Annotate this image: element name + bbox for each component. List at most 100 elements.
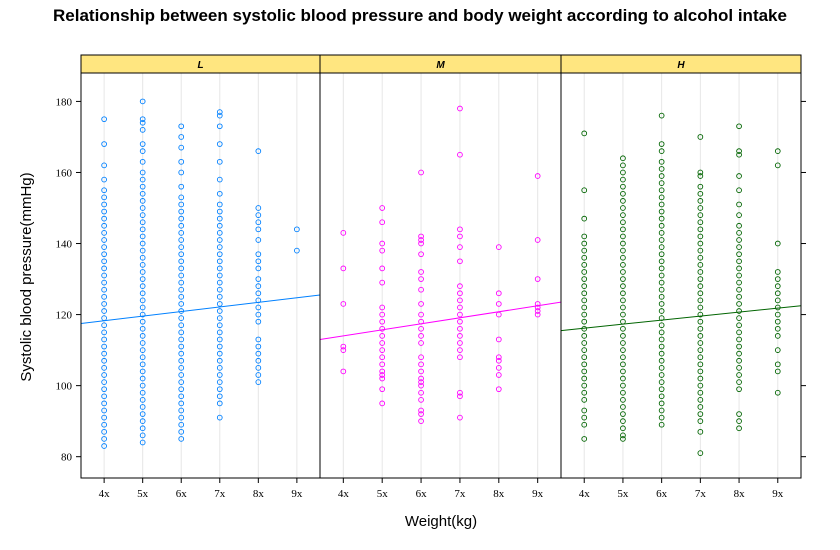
point-L-6x: [178, 400, 185, 407]
point-M-8x: [495, 357, 502, 364]
point-H-7x: [697, 261, 704, 268]
point-H-9x: [774, 325, 781, 332]
point-H-4x: [581, 276, 588, 282]
point-H-4x: [581, 368, 588, 375]
point-M-8x: [495, 354, 502, 361]
point-H-5x: [620, 261, 626, 268]
point-H-6x: [658, 386, 665, 393]
point-H-4x: [581, 318, 588, 325]
point-H-9x: [774, 333, 781, 339]
point-L-4x: [101, 258, 107, 265]
point-M-7x: [457, 244, 463, 250]
point-L-4x: [101, 428, 107, 435]
point-L-4x: [101, 116, 107, 123]
point-L-6x: [178, 365, 185, 371]
point-L-6x: [178, 421, 185, 428]
point-H-5x: [620, 183, 626, 190]
x-axis-title: Weight(kg): [405, 513, 477, 530]
point-L-4x: [101, 407, 107, 414]
point-M-5x: [379, 400, 386, 407]
point-L-7x: [216, 329, 223, 336]
point-L-4x: [101, 187, 107, 194]
point-L-6x: [178, 322, 185, 329]
point-H-9x: [774, 290, 781, 297]
point-H-7x: [697, 404, 704, 410]
point-L-6x: [178, 123, 185, 130]
point-L-5x: [139, 290, 146, 297]
point-H-6x: [658, 414, 665, 421]
point-L-8x: [255, 237, 262, 243]
point-L-5x: [139, 404, 146, 410]
point-M-4x: [340, 265, 347, 272]
point-H-9x: [774, 347, 781, 353]
point-L-7x: [216, 222, 223, 229]
point-L-8x: [255, 336, 262, 343]
point-L-5x: [139, 212, 146, 218]
point-L-4x: [101, 272, 107, 279]
point-M-7x: [457, 333, 463, 339]
point-H-7x: [697, 325, 704, 332]
point-H-4x: [581, 311, 588, 318]
point-H-4x: [581, 269, 588, 275]
point-L-4x: [101, 336, 107, 343]
point-L-7x: [216, 112, 223, 119]
point-H-5x: [620, 198, 626, 204]
point-H-4x: [581, 361, 588, 368]
point-L-4x: [101, 208, 107, 215]
point-H-8x: [736, 237, 742, 243]
point-H-7x: [697, 396, 704, 403]
point-H-4x: [581, 304, 588, 311]
point-H-5x: [620, 155, 626, 162]
point-H-7x: [697, 283, 704, 290]
point-L-5x: [139, 368, 146, 375]
point-H-8x: [736, 329, 742, 336]
point-H-7x: [697, 205, 704, 211]
point-L-5x: [139, 318, 146, 325]
point-H-7x: [697, 411, 704, 417]
point-L-4x: [101, 386, 107, 393]
point-H-5x: [620, 411, 626, 417]
point-M-7x: [457, 347, 463, 353]
point-M-9x: [534, 173, 541, 179]
point-M-9x: [534, 311, 541, 318]
point-M-7x: [457, 297, 463, 304]
point-M-7x: [457, 233, 463, 240]
point-L-9x: [294, 247, 300, 254]
point-H-5x: [620, 382, 626, 389]
point-L-7x: [216, 237, 223, 243]
point-L-4x: [101, 393, 107, 400]
point-L-5x: [139, 158, 146, 165]
y-tick-label-120: 120: [56, 310, 73, 322]
point-L-7x: [216, 208, 223, 215]
point-H-7x: [697, 361, 704, 368]
point-H-6x: [658, 208, 665, 215]
point-H-6x: [658, 112, 665, 119]
point-H-7x: [697, 183, 704, 190]
point-M-6x: [418, 368, 424, 375]
point-L-6x: [178, 251, 185, 258]
point-H-6x: [658, 379, 665, 385]
point-L-4x: [101, 222, 107, 229]
point-L-4x: [101, 400, 107, 407]
point-M-6x: [418, 311, 424, 318]
panel-H: H 4x 5x 6x 7x 8x 9x: [560, 54, 802, 500]
point-L-8x: [255, 276, 262, 282]
point-L-8x: [255, 311, 262, 318]
point-H-7x: [697, 382, 704, 389]
point-L-5x: [139, 425, 146, 432]
point-H-8x: [736, 343, 742, 350]
point-L-5x: [139, 297, 146, 304]
point-L-6x: [178, 350, 185, 357]
y-tick-label-140: 140: [56, 239, 73, 251]
point-L-5x: [139, 261, 146, 268]
point-L-7x: [216, 386, 223, 393]
point-H-8x: [736, 187, 742, 194]
point-H-6x: [658, 194, 665, 201]
point-L-8x: [255, 304, 262, 311]
point-H-6x: [658, 357, 665, 364]
point-M-7x: [457, 283, 463, 290]
point-H-4x: [581, 247, 588, 254]
point-L-4x: [101, 329, 107, 336]
point-L-5x: [139, 418, 146, 425]
